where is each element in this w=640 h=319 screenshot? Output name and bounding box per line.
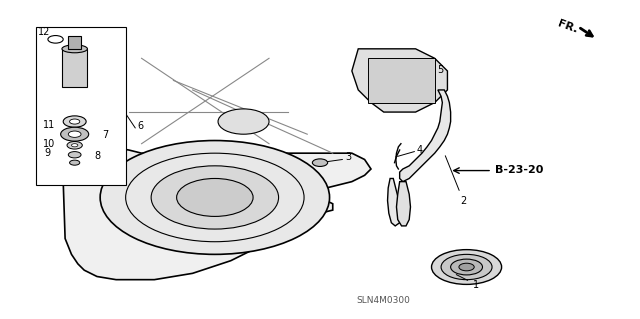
Text: 1: 1 <box>456 275 479 290</box>
Circle shape <box>68 131 81 137</box>
Polygon shape <box>399 90 451 182</box>
Text: 8: 8 <box>95 151 100 160</box>
Polygon shape <box>396 182 410 226</box>
Bar <box>36 27 125 185</box>
Text: 9: 9 <box>45 148 51 158</box>
Text: 12: 12 <box>38 26 51 37</box>
Ellipse shape <box>62 45 88 53</box>
Text: 5: 5 <box>437 64 444 75</box>
Circle shape <box>218 109 269 134</box>
Polygon shape <box>388 178 401 226</box>
Circle shape <box>70 160 80 165</box>
Bar <box>368 58 435 103</box>
Bar <box>62 49 88 87</box>
Bar <box>68 36 81 49</box>
Text: 3: 3 <box>346 152 351 162</box>
Text: FR.: FR. <box>556 19 579 35</box>
Text: 7: 7 <box>102 130 108 140</box>
Text: SLN4M0300: SLN4M0300 <box>356 296 411 305</box>
Text: 2: 2 <box>445 156 467 206</box>
Circle shape <box>72 144 78 147</box>
Circle shape <box>431 250 502 285</box>
Circle shape <box>459 263 474 271</box>
Polygon shape <box>59 49 371 280</box>
Circle shape <box>441 254 492 280</box>
Circle shape <box>70 119 80 124</box>
Circle shape <box>100 141 330 254</box>
Circle shape <box>63 116 86 127</box>
Text: 6: 6 <box>138 122 144 131</box>
Text: B-23-20: B-23-20 <box>495 165 543 175</box>
Text: 11: 11 <box>44 120 56 130</box>
Circle shape <box>61 127 89 141</box>
Text: 4: 4 <box>417 145 423 155</box>
Text: 10: 10 <box>44 139 56 149</box>
Circle shape <box>48 35 63 43</box>
Circle shape <box>312 159 328 167</box>
Polygon shape <box>352 49 447 112</box>
Circle shape <box>451 259 483 275</box>
Circle shape <box>67 141 83 149</box>
Circle shape <box>151 166 278 229</box>
Circle shape <box>68 152 81 158</box>
Circle shape <box>177 178 253 216</box>
